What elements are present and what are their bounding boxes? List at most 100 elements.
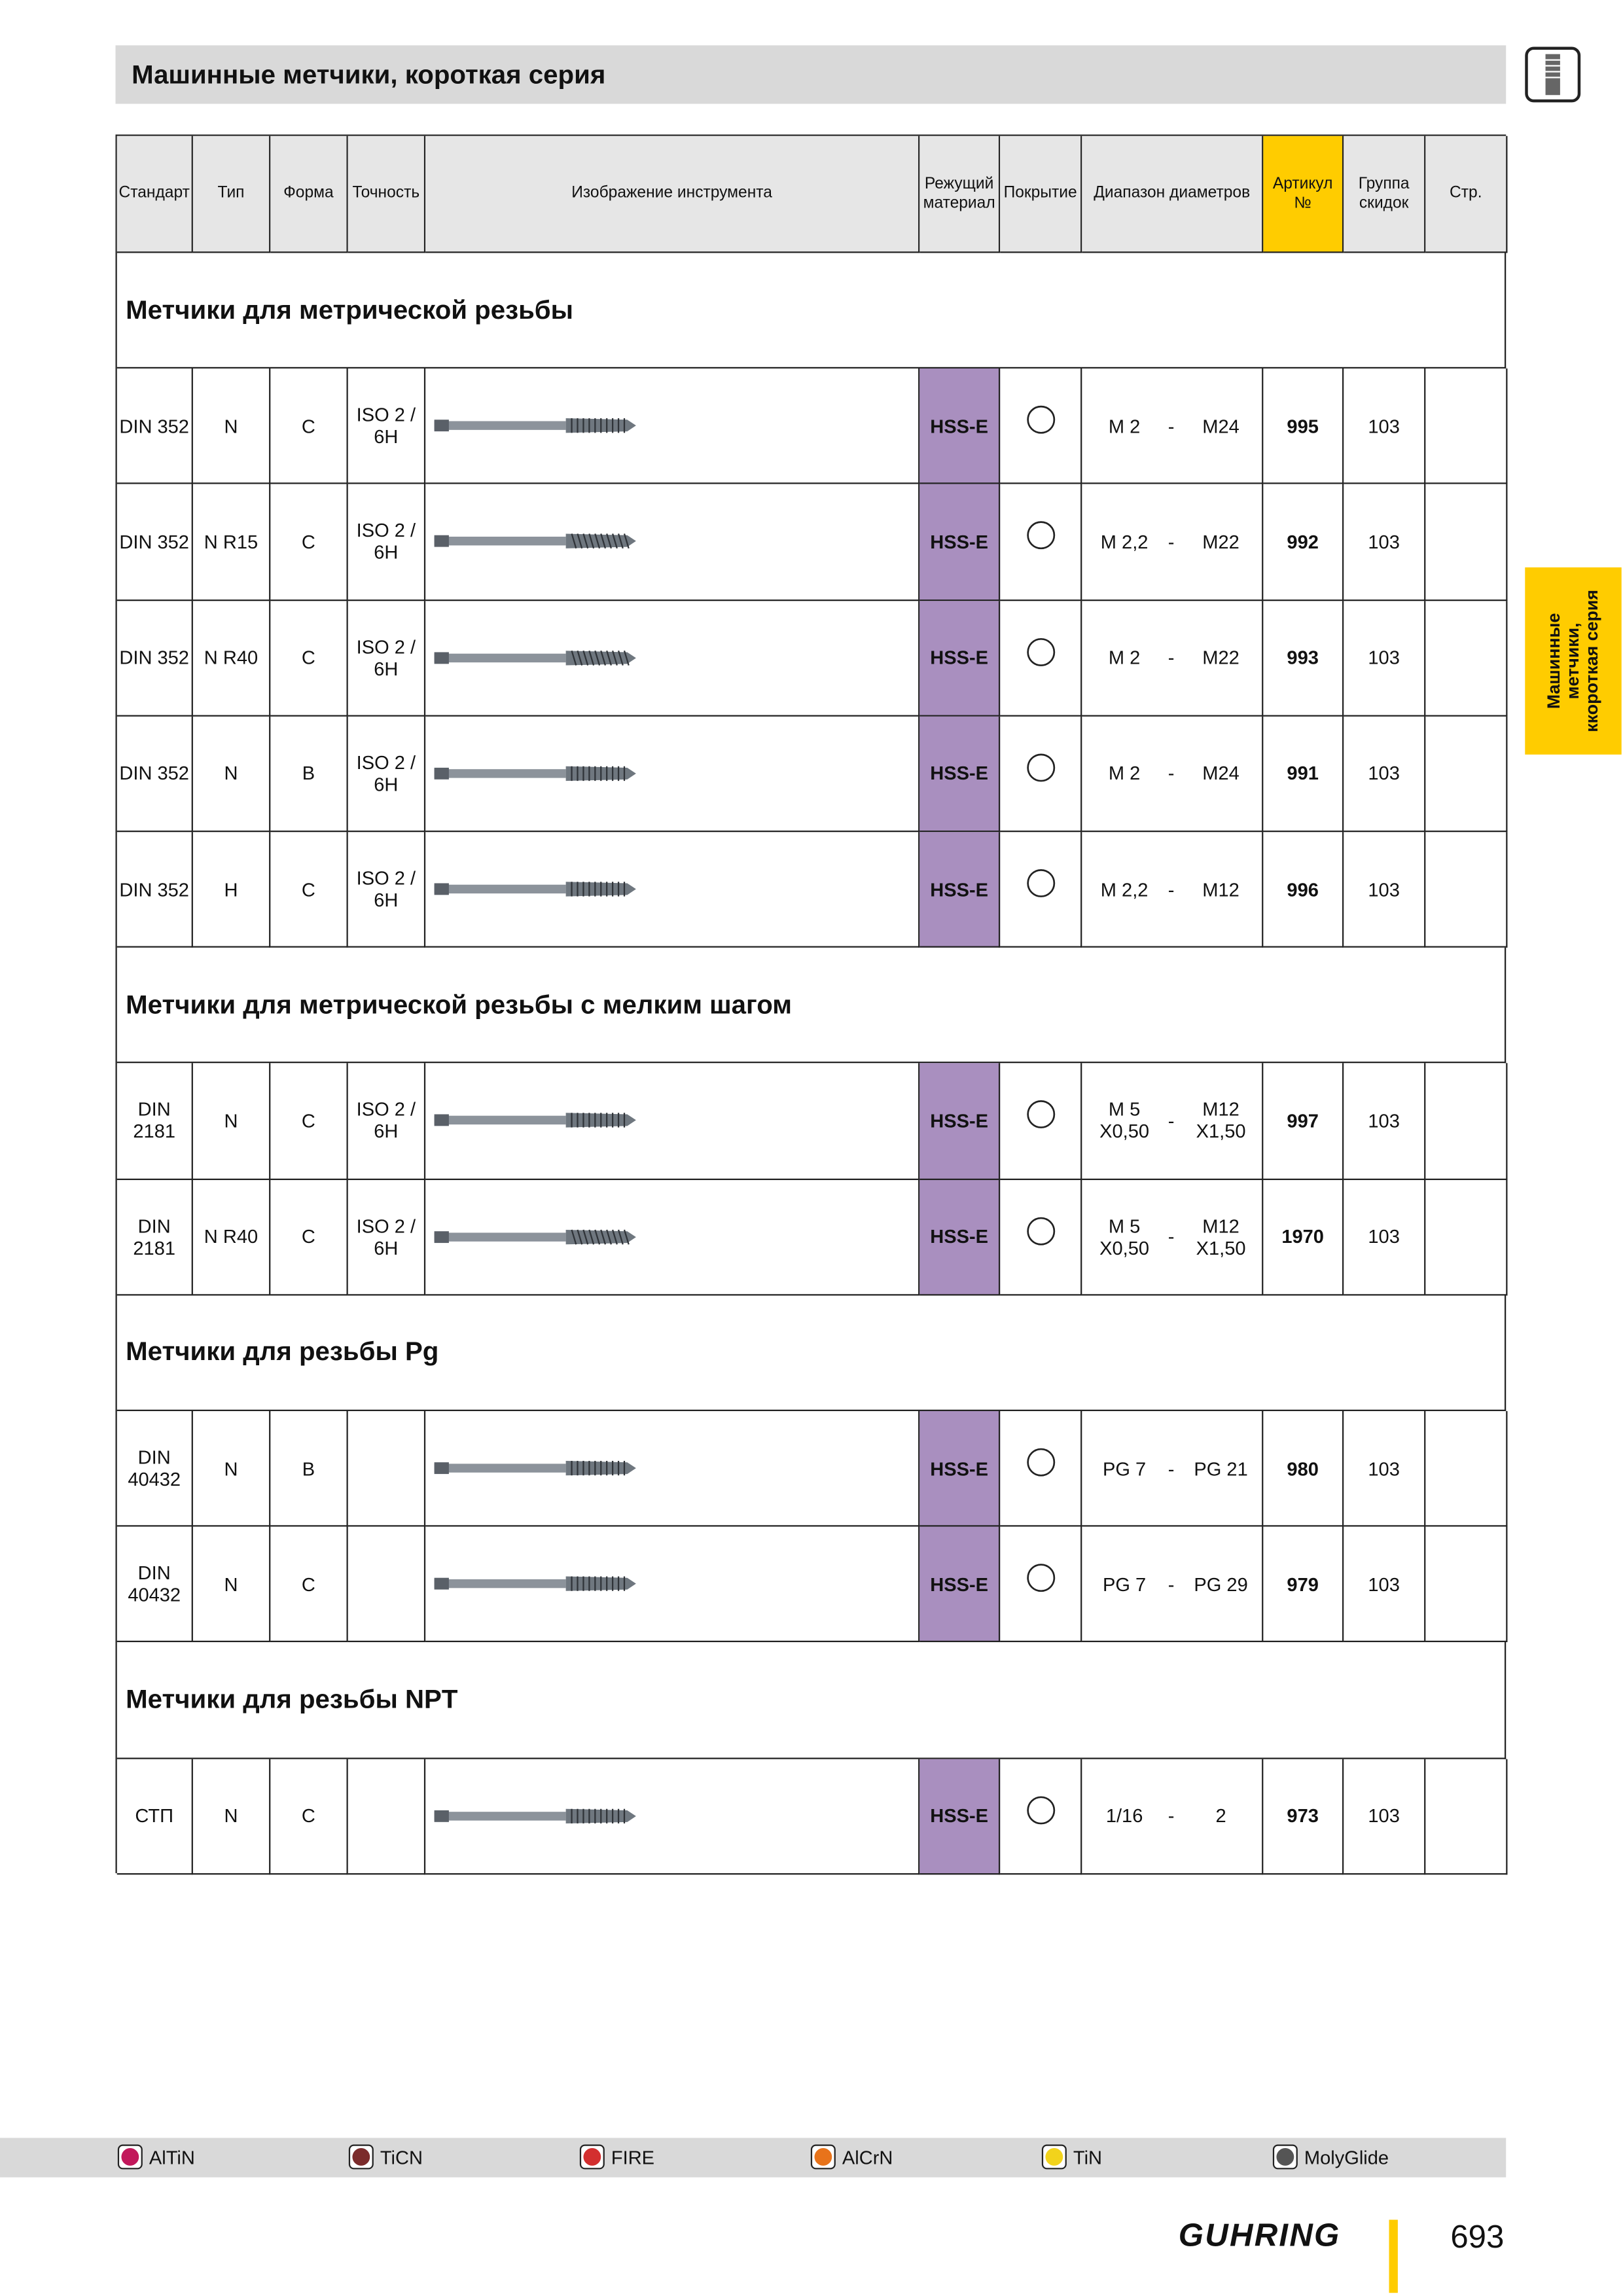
type-cell: H: [192, 832, 271, 948]
column-header: Диапазон диаметров: [1082, 135, 1264, 253]
standard-cell: DIN 352: [116, 368, 193, 485]
range-to: M22: [1202, 530, 1240, 553]
tolerance: ISO 2 / 6H: [356, 636, 416, 680]
material-cell: HSS-E: [919, 1064, 1001, 1180]
article-cell: 973: [1263, 1758, 1344, 1874]
type: N: [224, 1457, 238, 1480]
tool-square: [434, 1230, 449, 1243]
range-cell: M 2 - M24: [1082, 716, 1264, 833]
tool-square: [434, 767, 449, 780]
article: 991: [1287, 762, 1319, 785]
tolerance: ISO 2 / 6H: [356, 520, 416, 564]
tool-image: [434, 1577, 636, 1592]
range-cell: M 5 X0,50- M12 X1,50: [1082, 1179, 1264, 1296]
side-tab: Машинные метчики, ккороткая серия: [1525, 567, 1622, 755]
range-to: M12 X1,50: [1196, 1214, 1246, 1259]
range-from: M 2: [1108, 415, 1141, 437]
coating-name: TiN: [1073, 2145, 1103, 2168]
discount-cell: 103: [1344, 1526, 1426, 1643]
column-header: Точность: [348, 135, 426, 253]
circle: [1026, 1564, 1055, 1592]
coating-legend: TiN: [1041, 2144, 1102, 2170]
form-cell: C: [270, 832, 348, 948]
circle: [1026, 1795, 1055, 1824]
standard-cell: DIN 352: [116, 484, 193, 601]
tool-shank: [434, 1232, 566, 1242]
form-cell: C: [270, 600, 348, 717]
form: B: [302, 1457, 315, 1480]
thread-line: [582, 534, 589, 550]
brand-logo: GUHRING: [1178, 2217, 1341, 2253]
type: N: [224, 415, 238, 437]
material: HSS-E: [930, 1225, 989, 1248]
tool-shank: [434, 537, 566, 547]
footer-bar: [0, 2138, 1507, 2178]
form: B: [302, 762, 315, 785]
tool-thread: [565, 534, 636, 549]
thread-line: [588, 534, 595, 550]
material-cell: HSS-E: [919, 600, 1001, 717]
image-cell: [425, 1411, 920, 1527]
thread-line: [594, 534, 601, 550]
thread-line: [582, 1229, 589, 1244]
material-cell: HSS-E: [919, 368, 1001, 485]
standard-cell: DIN 2181: [116, 1179, 193, 1296]
article: 996: [1287, 878, 1319, 901]
form: C: [301, 1225, 315, 1248]
standard: DIN 2181: [133, 1214, 175, 1259]
thread-line: [577, 1229, 583, 1244]
article: 980: [1287, 1457, 1319, 1480]
page-ref-cell: [1425, 600, 1508, 717]
range-cell: M 2 - M24: [1082, 368, 1264, 485]
form: C: [301, 1804, 315, 1827]
form-cell: C: [270, 1179, 348, 1296]
tolerance: ISO 2 / 6H: [356, 867, 416, 912]
material: HSS-E: [930, 1109, 989, 1132]
article: 973: [1287, 1804, 1319, 1827]
tool-shank: [434, 768, 566, 778]
standard-cell: DIN 2181: [116, 1064, 193, 1180]
thread-line: [582, 650, 589, 666]
tool-shank: [434, 1116, 566, 1126]
coating-name: TiCN: [380, 2145, 423, 2168]
standard: DIN 352: [119, 530, 189, 553]
discount-cell: 103: [1344, 368, 1426, 485]
standard: DIN 40432: [128, 1446, 181, 1490]
article: 979: [1287, 1573, 1319, 1596]
page-number: 693: [1450, 2218, 1505, 2255]
discount-cell: 103: [1344, 716, 1426, 833]
material-cell: HSS-E: [919, 716, 1001, 833]
thread-line: [588, 650, 595, 666]
type-cell: N R40: [192, 600, 271, 717]
standard: DIN 352: [119, 415, 189, 437]
type-cell: N: [192, 368, 271, 485]
standard-cell: DIN 352: [116, 600, 193, 717]
range-to: PG 21: [1194, 1457, 1248, 1480]
tool-square: [434, 1115, 449, 1127]
coating-legend: MolyGlide: [1272, 2144, 1389, 2170]
article-cell: 995: [1263, 368, 1344, 485]
discount-group: 103: [1368, 1804, 1400, 1827]
range-sep: -: [1168, 415, 1175, 437]
type-cell: N R15: [192, 484, 271, 601]
thread-line: [577, 534, 583, 550]
tool-shank: [434, 1579, 566, 1588]
coating-cell: [1000, 1526, 1082, 1643]
tolerance-cell: [348, 1411, 426, 1527]
discount-group: 103: [1368, 878, 1400, 901]
coating-circle: [1026, 1448, 1055, 1477]
type: N: [224, 1573, 238, 1596]
image-cell: [425, 832, 920, 948]
thread-line: [606, 1229, 612, 1244]
form-cell: C: [270, 1064, 348, 1180]
column-header: Тип: [192, 135, 271, 253]
icon-dot: [1276, 2148, 1294, 2166]
range-to: M12: [1202, 878, 1240, 901]
tolerance-cell: ISO 2 / 6H: [348, 484, 426, 601]
tolerance-cell: [348, 1526, 426, 1643]
tool-image: [434, 534, 636, 550]
article-cell: 980: [1263, 1411, 1344, 1527]
coating-cell: [1000, 1064, 1082, 1180]
